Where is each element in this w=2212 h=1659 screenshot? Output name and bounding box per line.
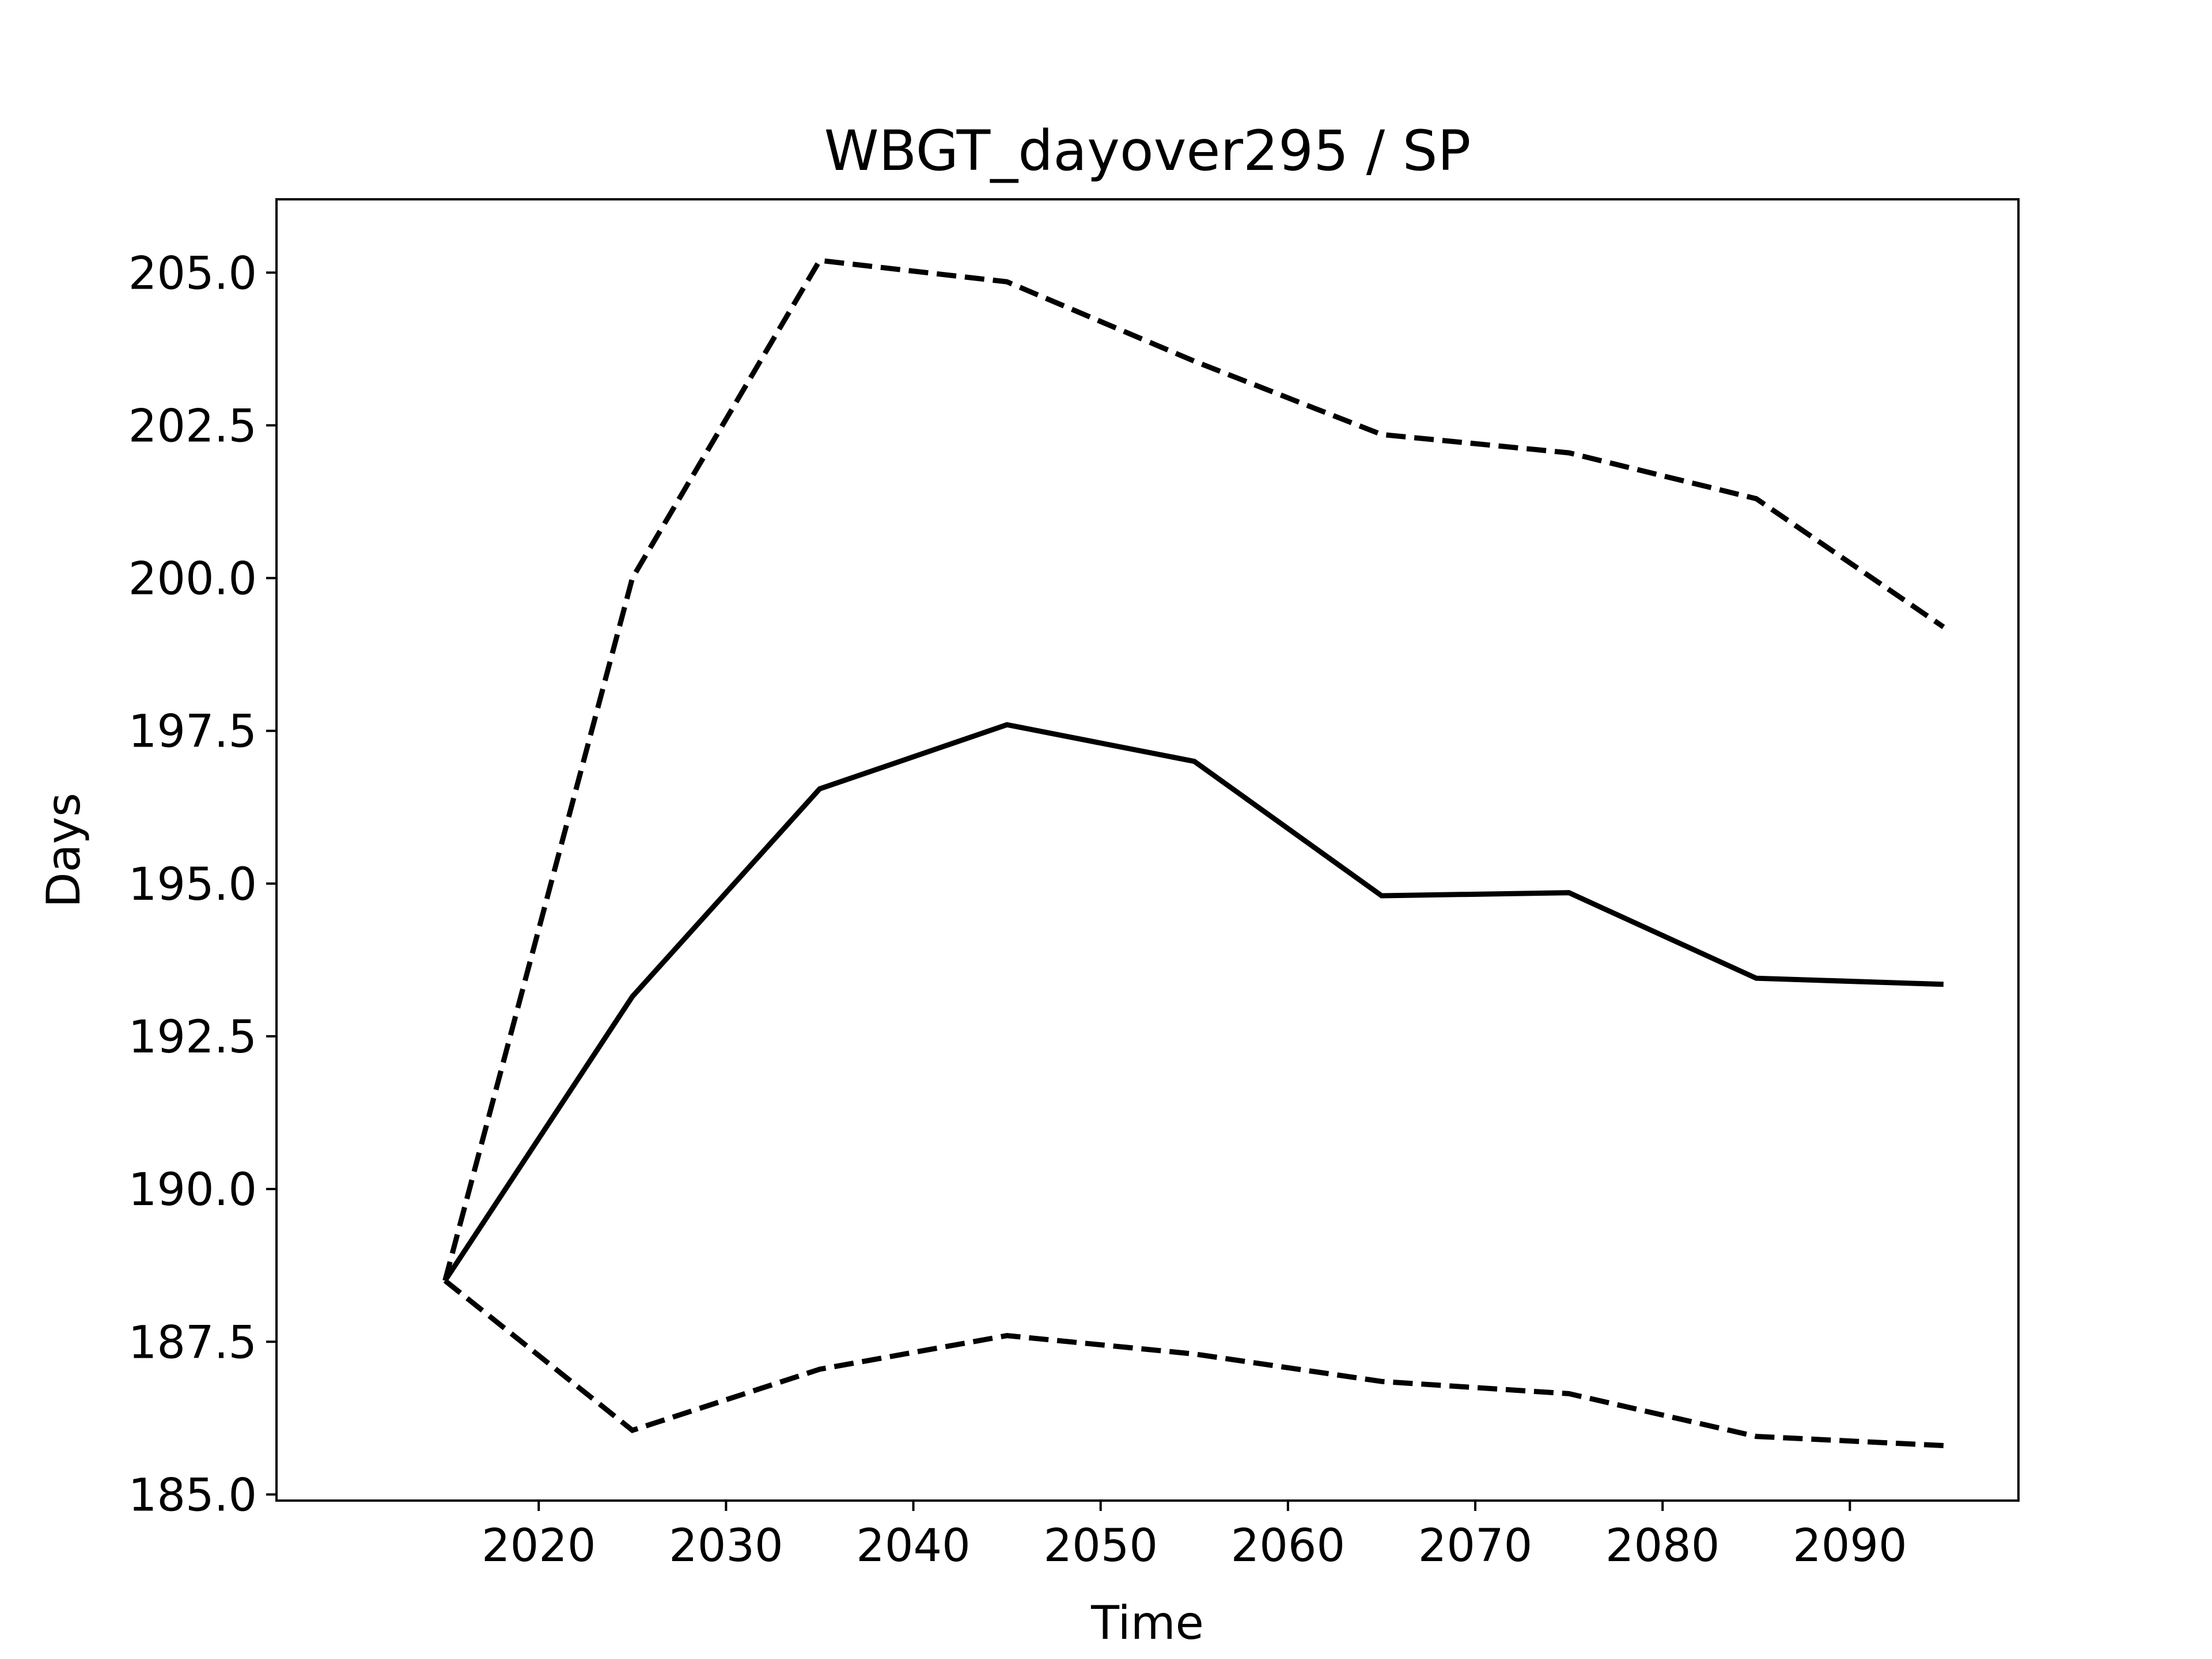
x-tick-label: 2030 xyxy=(669,1520,783,1572)
x-tick-label: 2050 xyxy=(1043,1520,1158,1572)
y-tick-label: 205.0 xyxy=(128,248,257,300)
x-tick-label: 2040 xyxy=(856,1520,971,1572)
plot-frame xyxy=(275,198,2020,1502)
x-axis-label: Time xyxy=(1090,1596,1204,1650)
y-tick-label: 202.5 xyxy=(128,400,257,452)
y-axis-label: Days xyxy=(37,793,90,908)
y-tick-label: 192.5 xyxy=(128,1012,257,1063)
chart-title: WBGT_dayover295 / SP xyxy=(824,119,1471,183)
series-line-0 xyxy=(442,722,1944,1282)
y-tick-label: 190.0 xyxy=(128,1164,257,1216)
x-tick-label: 2090 xyxy=(1793,1520,1907,1572)
x-tick-label: 2070 xyxy=(1418,1520,1533,1572)
x-tick-label: 2060 xyxy=(1231,1520,1346,1572)
y-tick-label: 195.0 xyxy=(128,859,257,911)
plot-area xyxy=(442,257,1945,1448)
x-axis: 2020 2030 2040 2050 2060 2070 2080 2090 xyxy=(482,1501,1907,1572)
y-tick-label: 187.5 xyxy=(128,1317,257,1369)
series-line-1 xyxy=(442,257,1945,1282)
y-tick-label: 197.5 xyxy=(128,706,257,758)
x-tick-label: 2080 xyxy=(1605,1520,1720,1572)
x-tick-label: 2020 xyxy=(482,1520,596,1572)
y-axis: 185.0 187.5 190.0 192.5 195.0 197.5 200.0 202.5… xyxy=(128,248,276,1521)
y-tick-label: 200.0 xyxy=(128,554,257,605)
y-tick-label: 185.0 xyxy=(128,1469,257,1521)
